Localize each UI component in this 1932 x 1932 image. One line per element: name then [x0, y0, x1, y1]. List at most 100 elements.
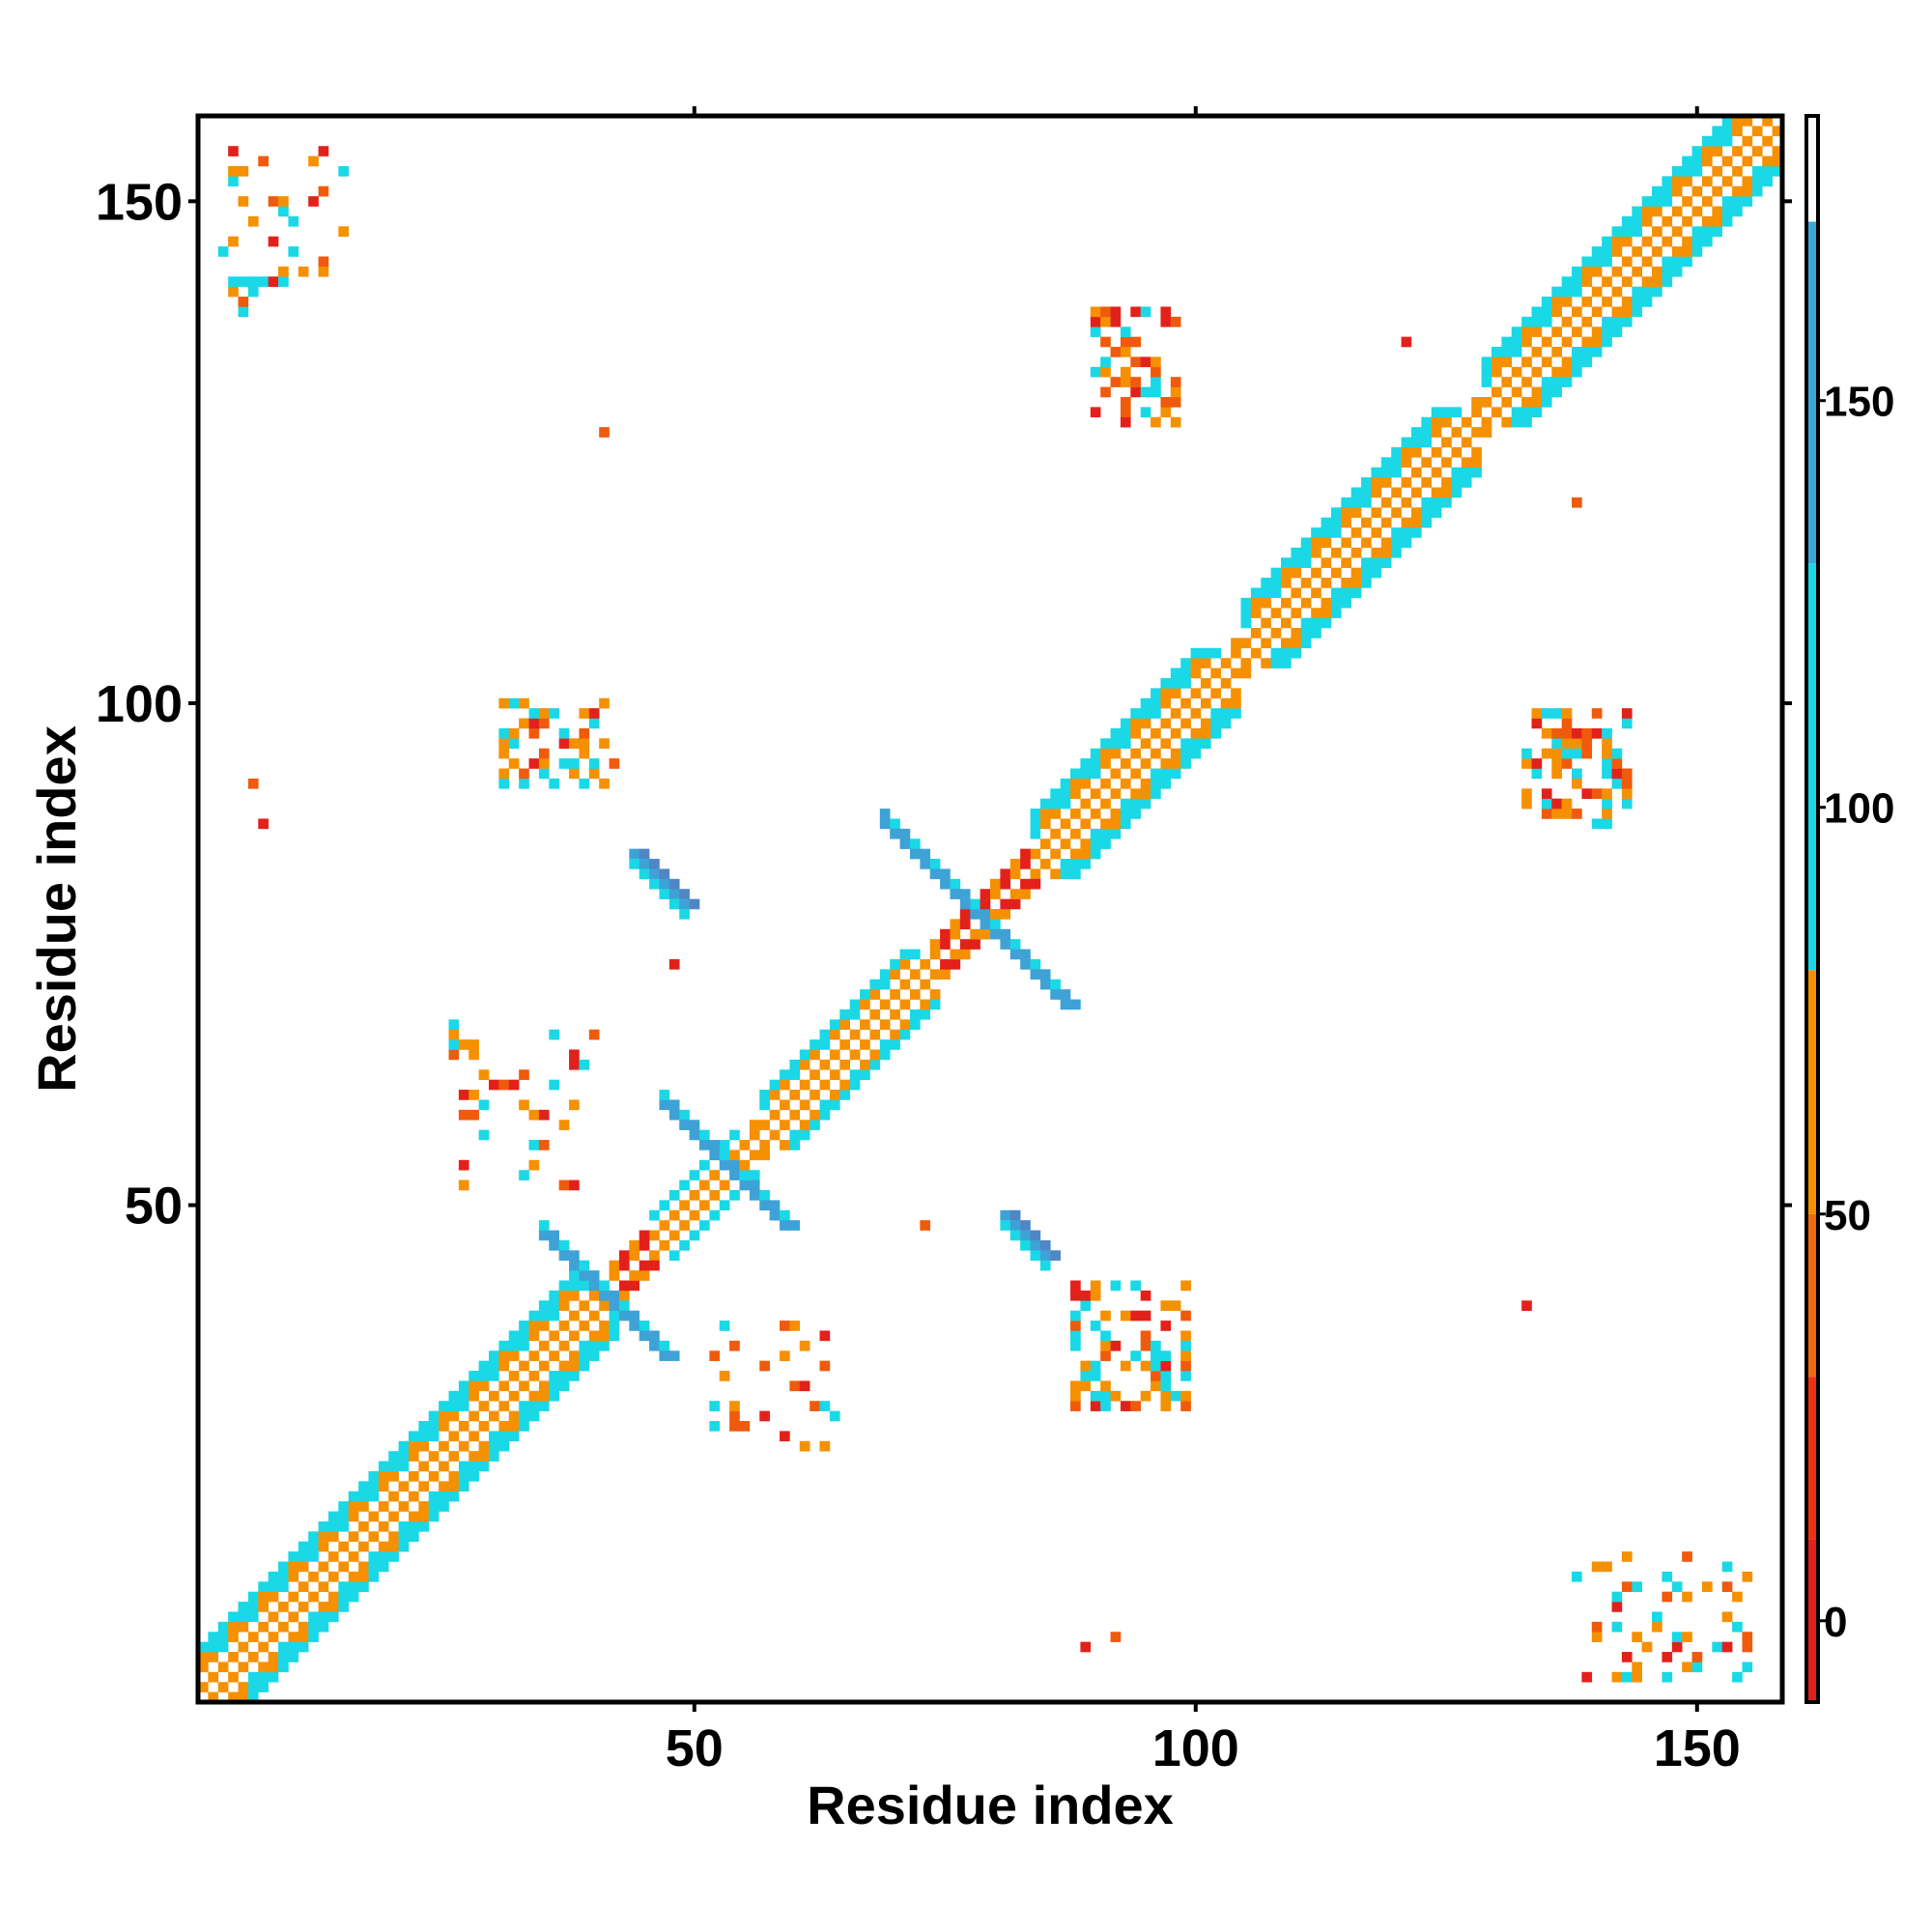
- heatmap-cell: [1701, 1581, 1713, 1592]
- heatmap-cell: [1491, 386, 1502, 398]
- heatmap-cell: [890, 1039, 900, 1050]
- heatmap-cell: [1572, 809, 1582, 819]
- heatmap-cell: [1621, 236, 1633, 247]
- heatmap-cell: [1050, 809, 1061, 819]
- heatmap-cell: [759, 1099, 770, 1111]
- heatmap-cell: [1431, 497, 1442, 508]
- heatmap-cell: [388, 1531, 399, 1543]
- heatmap-cell: [659, 868, 670, 880]
- heatmap-cell: [408, 1511, 419, 1522]
- heatmap-cell: [388, 1461, 399, 1472]
- heatmap-cell: [1732, 206, 1743, 217]
- heatmap-cell: [799, 1120, 810, 1130]
- heatmap-cell: [558, 1360, 570, 1372]
- heatmap-cell: [959, 909, 971, 920]
- heatmap-cell: [1721, 1641, 1733, 1653]
- heatmap-cell: [1541, 748, 1552, 759]
- heatmap-cell: [1100, 1390, 1111, 1402]
- heatmap-cell: [869, 1029, 881, 1040]
- heatmap-cell: [1350, 547, 1362, 558]
- heatmap-cell: [278, 1662, 289, 1673]
- heatmap-cell: [318, 1621, 329, 1633]
- heatmap-cell: [1632, 286, 1642, 298]
- heatmap-cell: [1090, 848, 1101, 860]
- heatmap-cell: [1641, 206, 1653, 217]
- heatmap-cell: [649, 878, 660, 890]
- heatmap-cell: [288, 1551, 299, 1562]
- heatmap-cell: [1100, 1401, 1111, 1411]
- heatmap-cell: [1742, 176, 1753, 187]
- heatmap-cell: [1491, 347, 1502, 357]
- heatmap-cell: [1551, 306, 1562, 318]
- heatmap-cell: [338, 1602, 349, 1612]
- heatmap-cell: [1090, 838, 1101, 849]
- heatmap-cell: [639, 1321, 650, 1331]
- heatmap-cell: [428, 1410, 440, 1422]
- heatmap-cell: [288, 1561, 299, 1573]
- heatmap-cell: [609, 1330, 620, 1342]
- heatmap-cell: [909, 848, 921, 860]
- heatmap-cell: [428, 1421, 440, 1432]
- heatmap-cell: [1330, 527, 1342, 538]
- heatmap-cell: [318, 1581, 329, 1592]
- heatmap-cell: [659, 1340, 670, 1351]
- heatmap-cell: [799, 1059, 810, 1070]
- heatmap-cell: [1751, 146, 1763, 156]
- heatmap-cell: [780, 1209, 790, 1221]
- heatmap-cell: [739, 1159, 751, 1171]
- heatmap-cell: [1652, 246, 1662, 257]
- heatmap-cell: [228, 165, 239, 177]
- heatmap-cell: [288, 1632, 299, 1642]
- heatmap-cell: [549, 1239, 559, 1251]
- heatmap-cell: [238, 196, 249, 207]
- heatmap-cell: [789, 1140, 801, 1151]
- heatmap-cell: [668, 1250, 680, 1262]
- heatmap-cell: [1671, 1581, 1683, 1592]
- heatmap-cell: [1471, 457, 1482, 469]
- heatmap-cell: [1531, 758, 1543, 769]
- heatmap-cell: [1371, 557, 1382, 568]
- heatmap-cell: [1742, 1571, 1753, 1582]
- heatmap-cell: [1120, 327, 1131, 337]
- heatmap-cell: [1762, 116, 1773, 127]
- heatmap-cell: [629, 1280, 640, 1292]
- heatmap-cell: [1060, 999, 1071, 1010]
- heatmap-cell: [1070, 848, 1081, 860]
- heatmap-cell: [208, 1652, 219, 1662]
- heatmap-cell: [629, 848, 640, 860]
- heatmap-cell: [980, 928, 991, 940]
- heatmap-cell: [659, 1090, 670, 1100]
- heatmap-cell: [709, 1209, 721, 1221]
- heatmap-cell: [1511, 366, 1522, 378]
- heatmap-cell: [769, 1129, 781, 1141]
- heatmap-cell: [1160, 396, 1172, 408]
- heatmap-cell: [829, 1049, 840, 1061]
- heatmap-cell: [629, 1250, 640, 1262]
- heatmap-cell: [819, 1440, 831, 1452]
- heatmap-cell: [649, 1250, 660, 1262]
- heatmap-cell: [1009, 889, 1021, 899]
- heatmap-cell: [1671, 226, 1683, 238]
- heatmap-cell: [1140, 778, 1151, 789]
- heatmap-cell: [538, 1401, 550, 1411]
- heatmap-cell: [1591, 306, 1603, 318]
- heatmap-cell: [1621, 1671, 1633, 1683]
- heatmap-cell: [308, 1591, 319, 1603]
- y-axis-title: Residue index: [26, 725, 87, 1093]
- heatmap-cell: [799, 1129, 810, 1141]
- heatmap-cell: [1160, 1300, 1172, 1311]
- heatmap-cell: [288, 1641, 299, 1653]
- heatmap-cell: [208, 1691, 219, 1703]
- heatmap-cell: [1662, 185, 1673, 197]
- heatmap-cell: [819, 1330, 831, 1342]
- heatmap-cell: [1701, 135, 1713, 147]
- heatmap-cell: [1151, 356, 1161, 368]
- heatmap-cell: [1391, 537, 1402, 549]
- heatmap-cell: [810, 1120, 820, 1130]
- heatmap-cell: [469, 1390, 479, 1402]
- heatmap-cell: [980, 889, 991, 899]
- heatmap-cell: [1611, 266, 1623, 277]
- heatmap-cell: [1050, 828, 1061, 839]
- heatmap-cell: [1572, 768, 1582, 780]
- heatmap-cell: [1311, 567, 1321, 579]
